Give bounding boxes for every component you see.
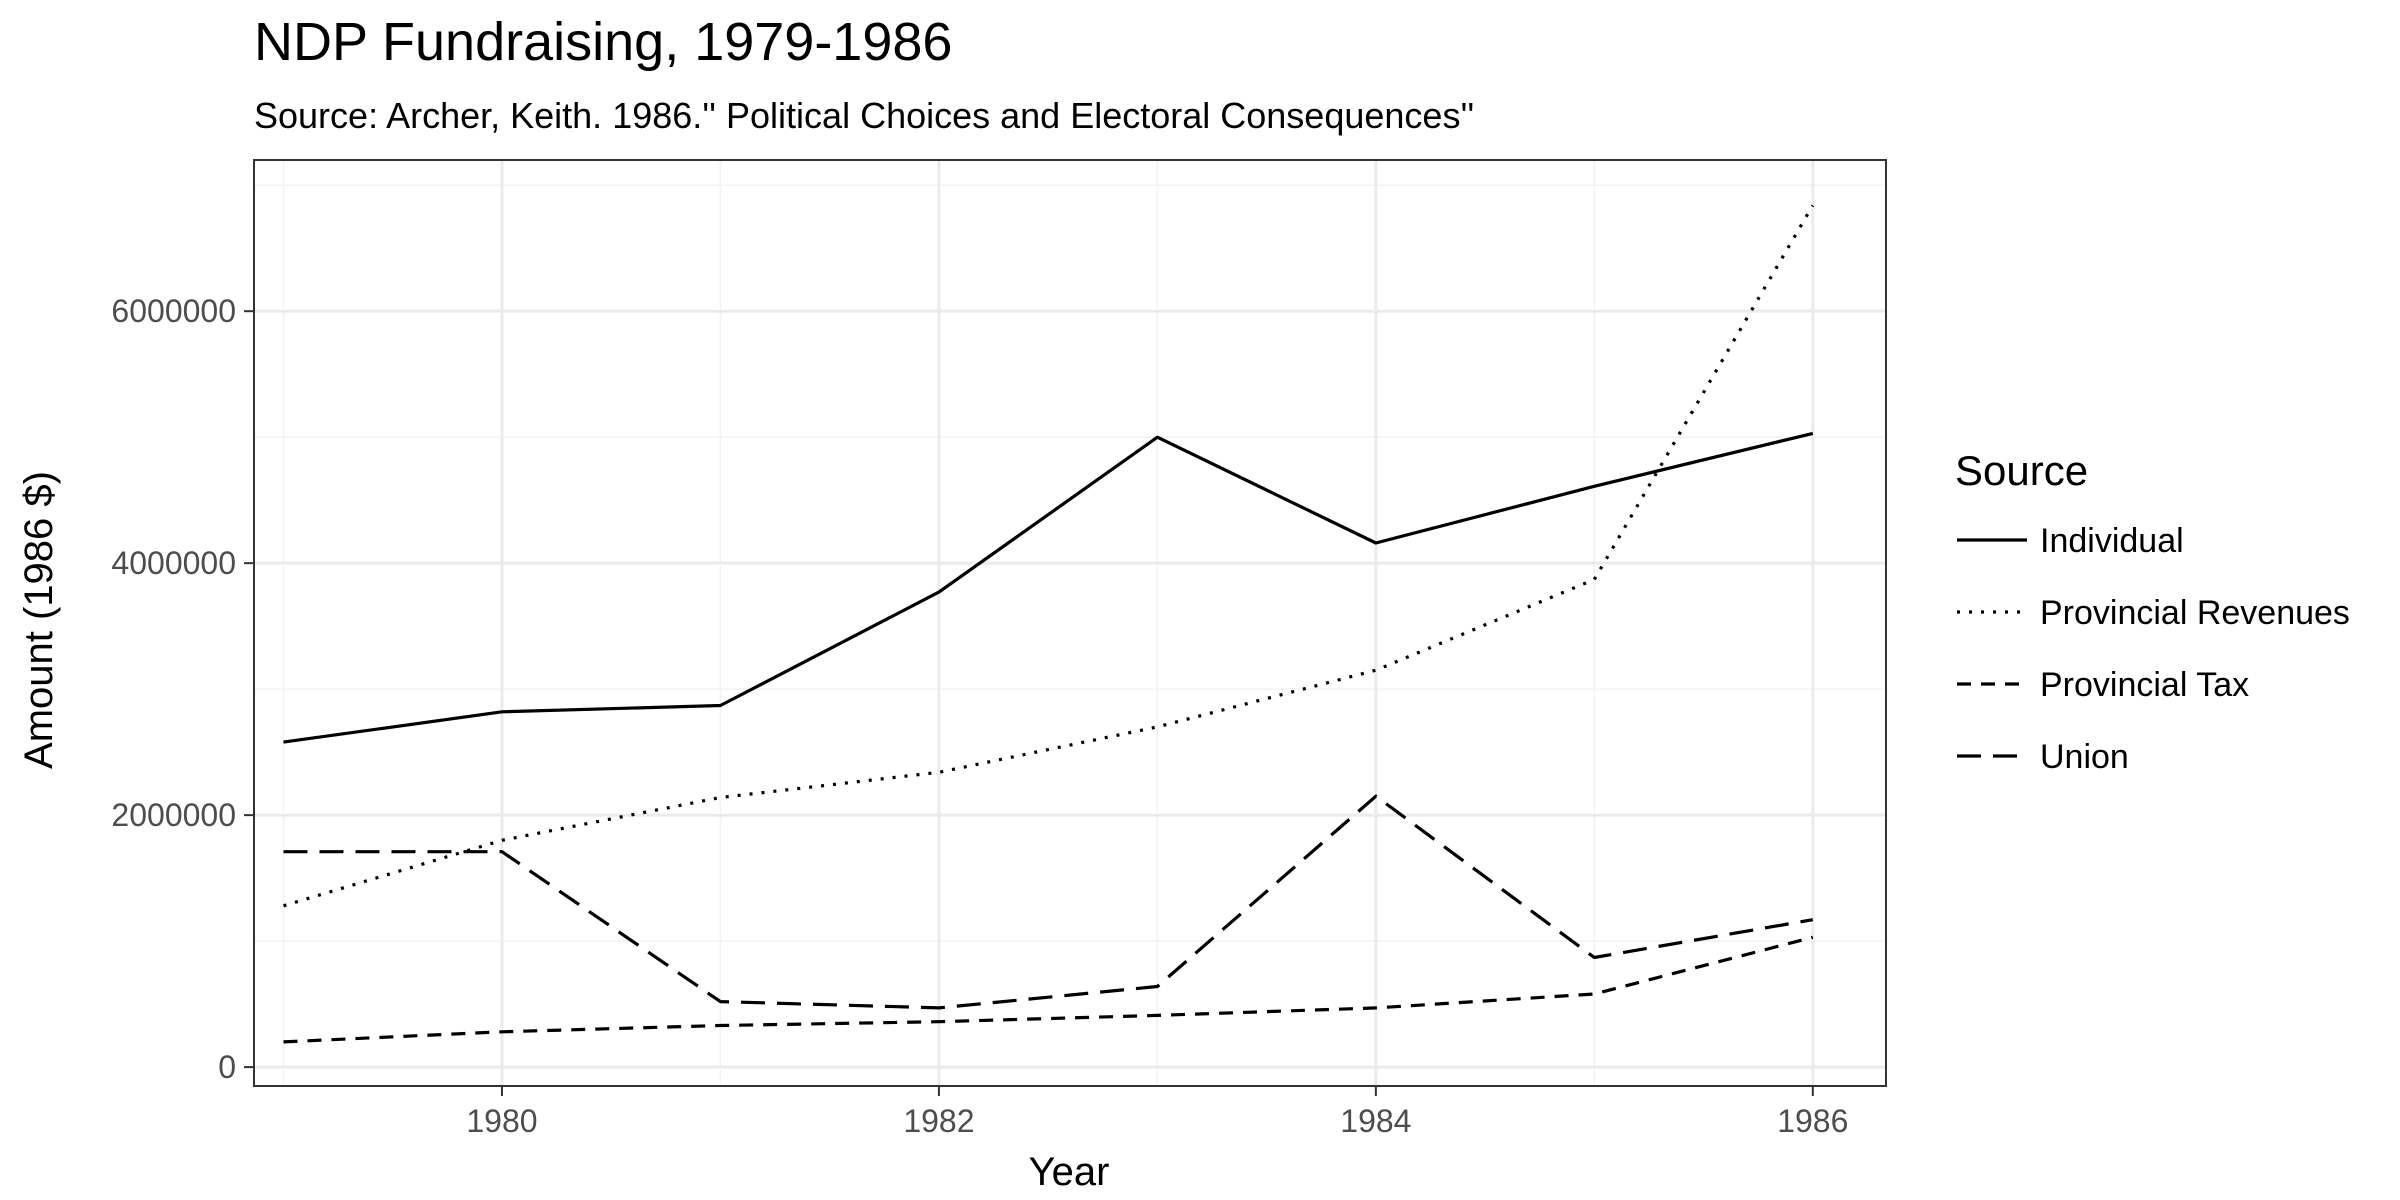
series-line-individual: [283, 431, 1814, 744]
y-tick-label: 4000000: [111, 545, 236, 581]
x-tick-label: 1982: [903, 1103, 974, 1139]
plot-panel-border: [253, 159, 1887, 1087]
legend-label: Union: [2040, 738, 2129, 776]
y-axis-ticks: 0 2000000 4000000 6000000: [111, 293, 254, 1085]
minor-gridlines: [254, 160, 1886, 1086]
x-axis-ticks: 1980 1982 1984 1986: [466, 1086, 1848, 1139]
y-tick-label: 6000000: [111, 293, 236, 329]
y-axis-title: Amount (1986 $): [17, 471, 61, 769]
legend-title: Source: [1955, 447, 2088, 494]
legend-label: Provincial Tax: [2040, 666, 2249, 704]
legend-label: Individual: [2040, 522, 2184, 560]
legend: Source Individual Provincial Revenues Prov…: [1955, 447, 2350, 776]
major-gridlines: [254, 160, 1886, 1086]
x-axis-title: Year: [1029, 1150, 1110, 1194]
chart-title: NDP Fundraising, 1979-1986: [254, 12, 952, 72]
x-tick-label: 1984: [1340, 1103, 1411, 1139]
legend-label: Provincial Revenues: [2040, 594, 2350, 632]
x-tick-label: 1986: [1777, 1103, 1848, 1139]
chart-subtitle: Source: Archer, Keith. 1986.'' Political…: [254, 95, 1474, 136]
series-line-provincial-revenues: [283, 204, 1815, 908]
x-tick-label: 1980: [466, 1103, 537, 1139]
legend-items: Individual Provincial Revenues Provincial …: [1957, 522, 2350, 776]
y-tick-label: 2000000: [111, 797, 236, 833]
y-tick-label: 0: [218, 1049, 236, 1085]
series-lines: [283, 204, 1815, 1044]
series-line-provincial-tax: [283, 935, 1814, 1044]
series-line-union: [283, 794, 1814, 1010]
